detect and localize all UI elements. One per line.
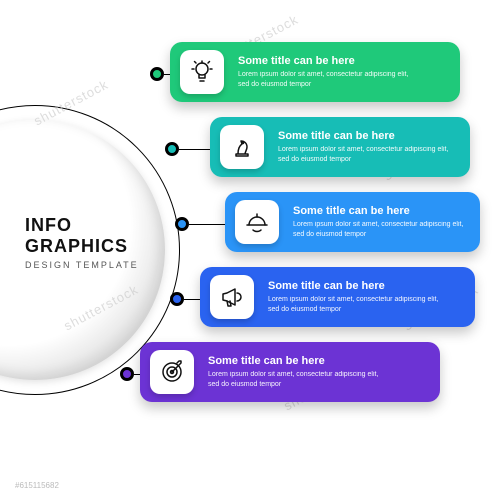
card-title-2: Some title can be here [278, 130, 458, 142]
dot-1 [150, 67, 164, 81]
card-desc-5: Lorem ipsum dolor sit amet, consectetur … [208, 370, 388, 388]
card-desc-3: Lorem ipsum dolor sit amet, consectetur … [293, 220, 468, 238]
title-block: INFO GRAPHICS DESIGN TEMPLATE [25, 215, 155, 270]
card-2: Some title can be here Lorem ipsum dolor … [210, 117, 470, 177]
dot-4 [170, 292, 184, 306]
dot-2 [165, 142, 179, 156]
card-desc-4: Lorem ipsum dolor sit amet, consectetur … [268, 295, 448, 313]
helmet-icon [235, 200, 279, 244]
card-title-4: Some title can be here [268, 280, 448, 292]
card-3: Some title can be here Lorem ipsum dolor … [225, 192, 480, 252]
card-desc-2: Lorem ipsum dolor sit amet, consectetur … [278, 145, 458, 163]
dot-3 [175, 217, 189, 231]
card-1: Some title can be here Lorem ipsum dolor … [170, 42, 460, 102]
card-desc-1: Lorem ipsum dolor sit amet, consectetur … [238, 70, 418, 88]
card-4: Some title can be here Lorem ipsum dolor … [200, 267, 475, 327]
card-title-1: Some title can be here [238, 55, 418, 67]
megaphone-icon [210, 275, 254, 319]
stock-id: #615115682 [15, 481, 59, 490]
target-icon [150, 350, 194, 394]
bulb-icon [180, 50, 224, 94]
knight-icon [220, 125, 264, 169]
title-line-1: INFO [25, 215, 155, 236]
card-title-5: Some title can be here [208, 355, 388, 367]
card-5: Some title can be here Lorem ipsum dolor … [140, 342, 440, 402]
card-title-3: Some title can be here [293, 205, 468, 217]
title-line-2: GRAPHICS [25, 236, 155, 257]
title-subtitle: DESIGN TEMPLATE [25, 260, 155, 270]
infographic-canvas: INFO GRAPHICS DESIGN TEMPLATE Some title… [0, 0, 500, 500]
dot-5 [120, 367, 134, 381]
